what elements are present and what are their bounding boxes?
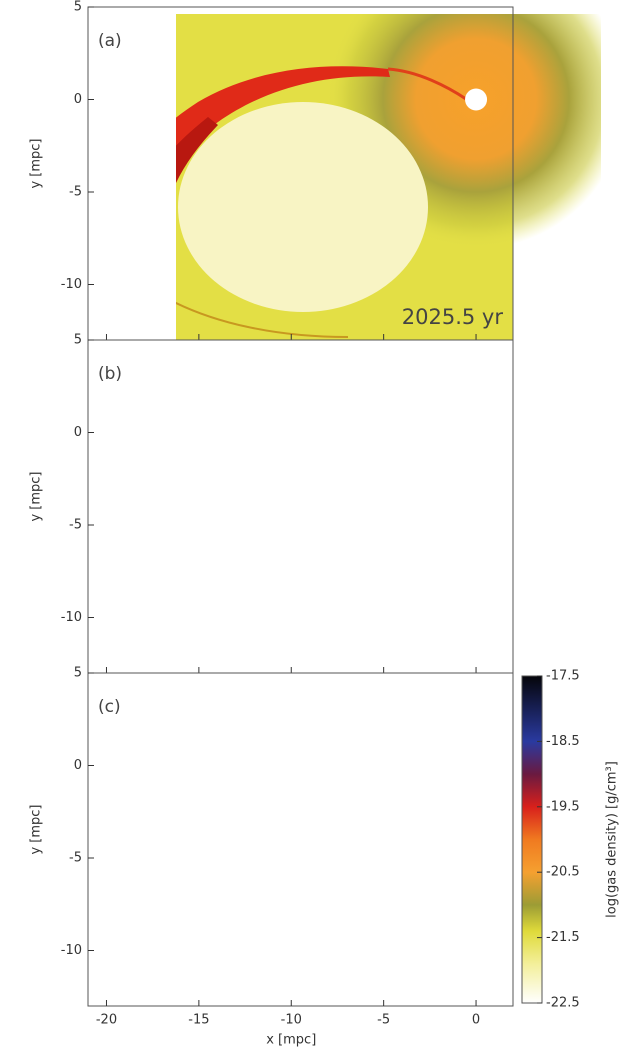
colorbar-tick-label: -18.5: [546, 734, 580, 749]
y-tick-label: 0: [74, 758, 82, 773]
y-axis-label: y [mpc]: [29, 804, 44, 854]
y-axis-label: y [mpc]: [29, 471, 44, 521]
star: [465, 755, 487, 777]
x-tick-label: -5: [377, 1013, 390, 1028]
x-tick-label: -15: [188, 1013, 209, 1028]
panel: (a) 2025.5 yr -10 -5 0 5 y [mpc]: [29, 0, 601, 341]
frame: [87, 672, 514, 1007]
colorbar-tick-label: -19.5: [546, 799, 580, 814]
y-tick-label: -5: [69, 185, 82, 200]
colorbar-tick-label: -22.5: [546, 996, 580, 1011]
panel-label: (a): [98, 31, 122, 51]
y-tick-label: 5: [74, 333, 82, 348]
x-tick-label: -20: [96, 1013, 117, 1028]
y-tick-label: -10: [61, 610, 82, 625]
panels: (a) 2025.5 yr -10 -5 0 5 y [mpc] (b) -10 -5 0 5 y [m…: [29, 0, 626, 1048]
panel: (c) -10 -5 0 5 -20 -15 -10 -5 0 y [mpc]: [29, 666, 514, 1028]
annotation: 2025.5 yr: [402, 305, 504, 329]
frame: [87, 339, 514, 674]
x-tick-label: 0: [472, 1013, 480, 1028]
panel: (b) -10 -5 0 5 y [mpc]: [29, 282, 626, 674]
y-tick-label: -10: [61, 277, 82, 292]
y-tick-label: 5: [74, 666, 82, 681]
x-tick-label: -10: [281, 1013, 302, 1028]
y-tick-label: 5: [74, 0, 82, 15]
colorbar-label: log(gas density) [g/cm³]: [605, 761, 620, 918]
density-map: [176, 14, 601, 340]
colorbar: -22.5 -21.5 -20.5 -19.5 -18.5 -17.5 log(gas de…: [521, 669, 620, 1011]
gas-shell: [120, 385, 468, 630]
colorbar-scale: [521, 675, 543, 1004]
panel-label: (b): [98, 364, 122, 384]
background: [88, 282, 626, 673]
star: [465, 88, 488, 111]
colorbar-tick-label: -21.5: [546, 930, 580, 945]
y-tick-label: 0: [74, 425, 82, 440]
y-tick-label: 0: [74, 92, 82, 107]
y-tick-label: -10: [61, 943, 82, 958]
gas-shell: [123, 746, 468, 943]
y-tick-label: -5: [69, 518, 82, 533]
density-map: [88, 282, 626, 673]
panel-label: (c): [98, 697, 121, 717]
star: [465, 422, 487, 444]
x-axis-label: x [mpc]: [266, 1033, 316, 1048]
y-axis-label: y [mpc]: [29, 138, 44, 188]
colorbar-tick-label: -20.5: [546, 865, 580, 880]
colorbar-tick-label: -17.5: [546, 669, 580, 684]
y-tick-label: -5: [69, 851, 82, 866]
